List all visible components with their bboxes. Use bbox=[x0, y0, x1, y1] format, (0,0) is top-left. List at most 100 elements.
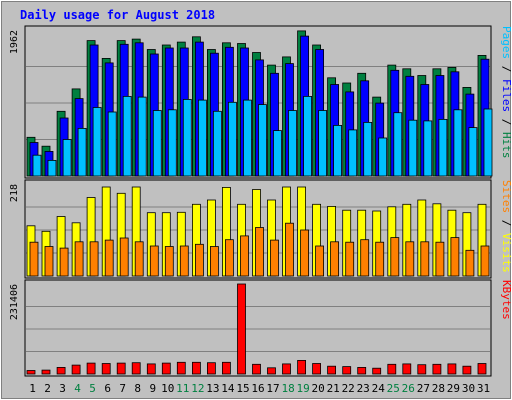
legend-entry: Hits bbox=[500, 132, 512, 159]
panel-max-label: 218 bbox=[9, 184, 20, 202]
bar-sites-day-11 bbox=[179, 245, 189, 277]
x-tick-label-day-6: 6 bbox=[104, 382, 111, 395]
x-tick-label-day-16: 16 bbox=[251, 382, 264, 395]
x-tick-label-day-27: 27 bbox=[417, 382, 430, 395]
panel-max-label: 231406 bbox=[9, 284, 20, 320]
bar-kbytes-day-10 bbox=[161, 362, 171, 375]
bar-sites-day-13 bbox=[209, 246, 219, 277]
bar-kbytes-day-12 bbox=[191, 361, 201, 375]
bar-sites-day-30 bbox=[465, 249, 475, 277]
bar-pages-day-14 bbox=[227, 101, 237, 177]
panel-bottom: 231406 KBytes bbox=[9, 279, 512, 377]
bar-kbytes-day-23 bbox=[357, 366, 367, 375]
legend-entry: / bbox=[500, 112, 512, 132]
bar-kbytes-day-15 bbox=[237, 283, 246, 375]
x-tick-label-day-23: 23 bbox=[357, 382, 370, 395]
x-tick-label-day-7: 7 bbox=[119, 382, 126, 395]
bar-kbytes-day-16 bbox=[252, 363, 261, 375]
panel-legend: KBytes bbox=[500, 280, 512, 320]
bar-kbytes-day-31 bbox=[477, 363, 487, 375]
bar-pages-day-7 bbox=[122, 96, 132, 177]
bar-pages-day-23 bbox=[363, 122, 373, 177]
x-tick-label-day-3: 3 bbox=[59, 382, 66, 395]
x-tick-label-day-30: 30 bbox=[462, 382, 475, 395]
bar-kbytes-day-14 bbox=[221, 361, 231, 375]
bar-kbytes-day-2 bbox=[41, 369, 51, 375]
bar-pages-day-29 bbox=[453, 109, 463, 177]
bar-sites-day-2 bbox=[44, 246, 54, 277]
bar-sites-day-23 bbox=[360, 239, 370, 277]
x-tick-label-day-26: 26 bbox=[402, 382, 415, 395]
bar-sites-day-22 bbox=[345, 241, 355, 277]
x-tick-label-day-17: 17 bbox=[266, 382, 279, 395]
bar-sites-day-7 bbox=[119, 237, 129, 277]
bar-kbytes-day-20 bbox=[312, 363, 322, 375]
panel-legend: Pages / Files / Hits bbox=[500, 26, 512, 159]
x-tick-label-day-4: 4 bbox=[74, 382, 81, 395]
bar-pages-day-27 bbox=[423, 120, 433, 177]
bar-kbytes-day-26 bbox=[402, 363, 412, 375]
bar-sites-day-12 bbox=[194, 243, 204, 277]
bar-pages-day-21 bbox=[333, 125, 343, 177]
bar-kbytes-day-21 bbox=[327, 365, 337, 375]
bar-pages-day-9 bbox=[152, 110, 162, 177]
legend-entry: / bbox=[500, 213, 512, 233]
bar-pages-day-16 bbox=[258, 104, 267, 177]
bar-kbytes-day-19 bbox=[297, 359, 307, 375]
bar-kbytes-day-30 bbox=[462, 365, 472, 375]
legend-entry: / bbox=[500, 59, 512, 79]
chart-title: Daily usage for August 2018 bbox=[20, 8, 215, 22]
bar-pages-day-11 bbox=[182, 99, 192, 177]
bar-sites-day-3 bbox=[59, 247, 69, 277]
bar-pages-day-30 bbox=[468, 127, 478, 177]
bar-sites-day-29 bbox=[450, 237, 460, 277]
bar-pages-day-18 bbox=[288, 110, 297, 177]
bar-pages-day-6 bbox=[107, 111, 117, 177]
x-tick-label-day-9: 9 bbox=[149, 382, 156, 395]
bar-pages-day-25 bbox=[393, 112, 403, 177]
legend-entry: Pages bbox=[500, 26, 512, 59]
bar-sites-day-20 bbox=[315, 245, 325, 277]
bar-pages-day-2 bbox=[47, 159, 57, 177]
panel-middle: 218 Sites / Visits bbox=[9, 179, 512, 279]
bar-kbytes-day-3 bbox=[56, 366, 66, 375]
x-tick-label-day-5: 5 bbox=[89, 382, 96, 395]
x-tick-label-day-28: 28 bbox=[432, 382, 445, 395]
x-tick-label-day-1: 1 bbox=[29, 382, 36, 395]
x-tick-label-day-20: 20 bbox=[311, 382, 324, 395]
bar-sites-day-26 bbox=[405, 241, 415, 277]
bar-kbytes-day-28 bbox=[432, 363, 442, 375]
x-tick-label-day-19: 19 bbox=[296, 382, 309, 395]
chart-panels: 1962 Pages / Files / Hits 218 Sites / Visit… bbox=[9, 25, 512, 377]
bar-sites-day-24 bbox=[375, 241, 385, 277]
x-tick-label-day-10: 10 bbox=[161, 382, 174, 395]
bar-sites-day-1 bbox=[29, 241, 39, 277]
bar-pages-day-31 bbox=[483, 108, 493, 177]
x-tick-label-day-24: 24 bbox=[372, 382, 386, 395]
bar-pages-day-28 bbox=[438, 119, 448, 177]
bar-kbytes-day-27 bbox=[417, 364, 427, 375]
legend-entry: KBytes bbox=[500, 280, 512, 320]
panel-legend: Sites / Visits bbox=[500, 180, 512, 273]
panel-frame bbox=[24, 279, 492, 377]
x-tick-label-day-22: 22 bbox=[342, 382, 355, 395]
bar-pages-day-20 bbox=[318, 110, 328, 177]
bar-kbytes-day-7 bbox=[116, 362, 126, 375]
bar-pages-day-13 bbox=[212, 110, 222, 177]
bar-kbytes-day-24 bbox=[372, 367, 382, 375]
bar-sites-day-28 bbox=[435, 241, 445, 277]
bar-sites-day-16 bbox=[255, 227, 264, 277]
bar-kbytes-day-5 bbox=[86, 362, 96, 375]
x-tick-label-day-14: 14 bbox=[221, 382, 235, 395]
panel-top: 1962 Pages / Files / Hits bbox=[9, 25, 512, 179]
x-tick-label-day-15: 15 bbox=[236, 382, 249, 395]
bar-pages-day-10 bbox=[167, 109, 177, 177]
bar-sites-day-17 bbox=[270, 239, 279, 277]
bar-sites-day-5 bbox=[89, 241, 99, 277]
bar-kbytes-day-18 bbox=[282, 363, 291, 375]
bar-sites-day-19 bbox=[300, 229, 310, 277]
x-tick-label-day-25: 25 bbox=[387, 382, 400, 395]
bar-pages-day-8 bbox=[137, 96, 147, 177]
bar-kbytes-day-25 bbox=[387, 363, 397, 375]
